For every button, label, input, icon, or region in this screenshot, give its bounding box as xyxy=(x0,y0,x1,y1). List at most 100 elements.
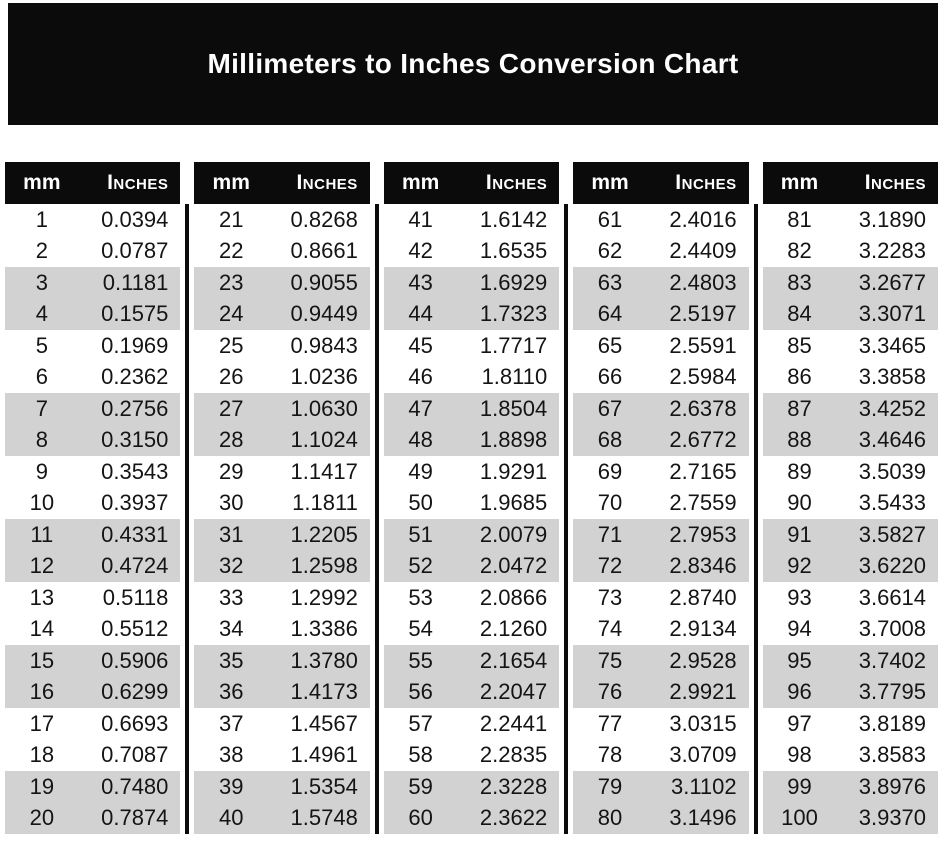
inches-cell: 3.4252 xyxy=(858,395,927,421)
mm-cell: 42 xyxy=(408,238,433,264)
table-row: 34 1.3386 xyxy=(194,614,369,646)
table-row: 12 0.4724 xyxy=(5,550,181,582)
inches-cell: 3.3465 xyxy=(858,332,927,358)
mm-cell: 72 xyxy=(597,553,623,579)
inches-cell: 0.9843 xyxy=(290,332,358,358)
mm-cell: 73 xyxy=(597,584,623,610)
conversion-column-group: mm Inches 61 2.4016 62 2.4409 63 2.4803 64 2.5197… xyxy=(573,162,749,834)
inches-cell: 1.8110 xyxy=(481,364,548,390)
table-row: 24 0.9449 xyxy=(194,298,370,330)
inches-cell: 3.2283 xyxy=(858,238,927,264)
inches-cell: 1.6142 xyxy=(479,206,548,232)
inches-cell: 3.3071 xyxy=(858,301,927,327)
mm-cell: 53 xyxy=(408,584,433,610)
inches-cell: 0.5512 xyxy=(101,616,169,642)
table-row: 61 2.4016 xyxy=(573,204,748,236)
mm-cell: 18 xyxy=(29,742,55,768)
table-row: 35 1.3780 xyxy=(194,645,370,677)
conversion-table: mm Inches 1 0.0394 2 0.0787 3 0.1181 4 0.1575 5 0.1… xyxy=(5,162,939,834)
table-row: 74 2.9134 xyxy=(573,614,748,646)
table-row: 89 3.5039 xyxy=(763,456,938,488)
inches-cell: 1.1811 xyxy=(292,490,358,516)
inches-cell: 2.8740 xyxy=(669,584,737,610)
inches-cell: 2.6772 xyxy=(669,427,737,453)
mm-cell: 77 xyxy=(597,710,623,736)
mm-cell: 10 xyxy=(29,490,55,516)
table-row: 55 2.1654 xyxy=(383,645,560,677)
table-row: 4 0.1575 xyxy=(5,298,181,330)
table-row: 20 0.7874 xyxy=(5,802,181,834)
inches-cell: 0.0787 xyxy=(101,238,169,264)
table-row: 98 3.8583 xyxy=(763,740,938,772)
table-row: 28 1.1024 xyxy=(194,424,370,456)
table-row: 82 3.2283 xyxy=(763,236,938,268)
table-row: 76 2.9921 xyxy=(573,676,749,708)
mm-cell: 40 xyxy=(218,805,244,831)
mm-cell: 50 xyxy=(408,490,433,516)
inches-cell: 0.7087 xyxy=(101,742,169,768)
table-row: 75 2.9528 xyxy=(573,645,749,677)
table-row: 92 3.6220 xyxy=(762,550,939,582)
inches-column-header: Inches xyxy=(485,171,548,194)
table-row: 49 1.9291 xyxy=(384,456,559,488)
table-row: 67 2.6378 xyxy=(573,393,749,425)
mm-column-header: mm xyxy=(401,171,440,194)
inches-cell: 3.1496 xyxy=(669,805,737,831)
inches-cell: 2.3622 xyxy=(479,805,548,831)
mm-cell: 2 xyxy=(35,238,48,264)
mm-cell: 88 xyxy=(787,427,812,453)
inches-cell: 3.7008 xyxy=(858,616,927,642)
mm-cell: 68 xyxy=(597,427,623,453)
inches-cell: 1.7717 xyxy=(479,332,548,358)
mm-column-header: mm xyxy=(23,171,61,194)
table-row: 97 3.8189 xyxy=(763,708,938,740)
inches-cell: 3.3858 xyxy=(858,364,927,390)
table-row: 44 1.7323 xyxy=(383,298,560,330)
table-row: 60 2.3622 xyxy=(383,802,560,834)
mm-cell: 79 xyxy=(597,773,623,799)
table-row: 40 1.5748 xyxy=(194,802,370,834)
mm-cell: 48 xyxy=(408,427,433,453)
inches-cell: 3.7402 xyxy=(858,647,927,673)
table-row: 33 1.2992 xyxy=(194,582,369,614)
mm-cell: 12 xyxy=(29,553,55,579)
mm-cell: 13 xyxy=(29,584,55,610)
table-row: 37 1.4567 xyxy=(194,708,369,740)
table-row: 86 3.3858 xyxy=(763,362,938,394)
inches-cell: 1.1024 xyxy=(290,427,358,453)
inches-cell: 2.0079 xyxy=(479,521,548,547)
mm-cell: 34 xyxy=(218,616,244,642)
mm-cell: 91 xyxy=(787,521,812,547)
mm-cell: 65 xyxy=(597,332,623,358)
inches-cell: 3.6220 xyxy=(858,553,927,579)
inches-cell: 1.5748 xyxy=(290,805,358,831)
mm-cell: 64 xyxy=(597,301,623,327)
conversion-column-group: mm Inches 1 0.0394 2 0.0787 3 0.1181 4 0.1575 5 0.1… xyxy=(5,162,181,834)
mm-cell: 21 xyxy=(218,206,244,232)
mm-cell: 1 xyxy=(35,206,48,232)
inches-cell: 0.2756 xyxy=(101,395,169,421)
mm-cell: 92 xyxy=(787,553,812,579)
table-row: 69 2.7165 xyxy=(573,456,748,488)
table-row: 10 0.3937 xyxy=(5,488,180,520)
inches-cell: 2.9528 xyxy=(669,647,737,673)
mm-cell: 24 xyxy=(218,301,244,327)
mm-cell: 76 xyxy=(597,679,623,705)
inches-cell: 2.5591 xyxy=(669,332,737,358)
table-row: 18 0.7087 xyxy=(5,740,180,772)
table-row: 15 0.5906 xyxy=(5,645,181,677)
table-row: 81 3.1890 xyxy=(763,204,938,236)
mm-cell: 11 xyxy=(30,521,54,547)
mm-cell: 45 xyxy=(408,332,433,358)
table-row: 7 0.2756 xyxy=(5,393,181,425)
mm-cell: 63 xyxy=(597,269,623,295)
inches-cell: 1.0236 xyxy=(290,364,358,390)
table-row: 30 1.1811 xyxy=(194,488,369,520)
inches-column-header: Inches xyxy=(107,171,169,194)
mm-cell: 23 xyxy=(218,269,244,295)
mm-cell: 35 xyxy=(218,647,244,673)
table-row: 84 3.3071 xyxy=(762,298,939,330)
mm-cell: 19 xyxy=(29,773,55,799)
mm-cell: 71 xyxy=(597,521,623,547)
inches-cell: 2.2047 xyxy=(479,679,548,705)
